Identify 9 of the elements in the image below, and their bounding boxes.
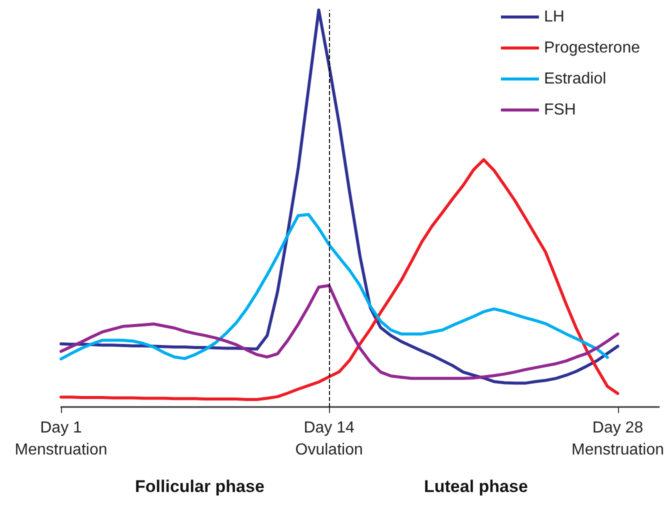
x-tick-label: Day 1 Menstruation (14, 420, 108, 458)
legend-label: Estradiol (544, 70, 606, 88)
text: Luteal phase (424, 477, 528, 496)
x-tick-label: Day 14 Ovulation (295, 420, 363, 458)
legend-label: LH (544, 8, 564, 26)
x-tick-label: Day 28 Menstruation (572, 420, 664, 458)
legend-label: Progesterone (544, 40, 640, 56)
text: Follicular phase (135, 477, 264, 496)
legend-label: FSH (544, 102, 576, 118)
